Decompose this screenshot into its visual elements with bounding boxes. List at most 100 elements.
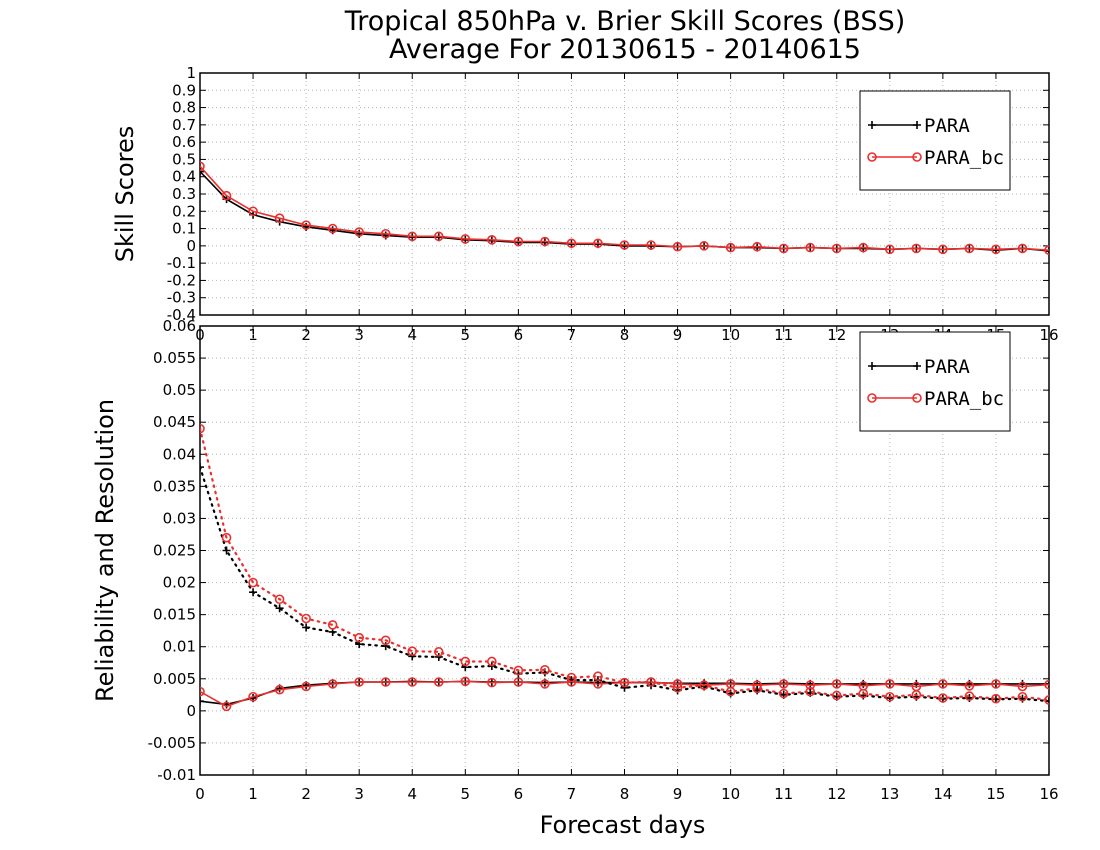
x-tick-label: 11: [774, 785, 793, 803]
x-tick-label: 4: [407, 785, 417, 803]
data-point: [593, 671, 603, 682]
data-point: [221, 532, 232, 543]
data-point: [487, 677, 497, 688]
data-point: [1017, 691, 1028, 702]
data-point: [407, 677, 418, 687]
data-point: [274, 213, 285, 223]
y-tick-label: 0.3: [172, 185, 196, 203]
data-point: [249, 588, 258, 597]
data-point: [380, 677, 391, 687]
reliability-resolution-panel: -0.01 -0.005 0 0.005 0.01 0.015 0.02 0.025 0.03 0…: [91, 317, 1059, 839]
data-point: [1044, 695, 1049, 705]
x-tick-label: 13: [880, 785, 899, 803]
data-point: [460, 656, 471, 667]
data-point: [433, 677, 444, 687]
x-tick-label: 2: [301, 785, 311, 803]
data-point: [301, 681, 311, 692]
data-point: [672, 241, 683, 252]
y-tick-label: 0: [186, 702, 196, 720]
data-point: [725, 242, 736, 253]
y-tick-label: 0.1: [172, 220, 196, 238]
data-point: [1044, 679, 1049, 690]
data-point: [778, 679, 789, 689]
y-tick-label: 0.015: [153, 606, 196, 624]
data-point: [911, 243, 922, 254]
legend-box: [859, 331, 1011, 432]
data-point: [1045, 247, 1049, 256]
legend-marker: [868, 121, 921, 129]
data-point: [699, 680, 709, 691]
data-point: [380, 228, 391, 239]
data-point: [354, 632, 364, 643]
data-point: [646, 677, 656, 687]
x-tick-label: 14: [933, 785, 952, 803]
legend-label: PARA_bc: [924, 147, 1004, 169]
data-point: [407, 646, 418, 657]
legend-label: PARA: [924, 115, 970, 137]
data-point: [434, 652, 443, 661]
legend-marker: [912, 152, 922, 162]
y-tick-label: -0.1: [167, 254, 196, 272]
data-point: [964, 691, 975, 701]
y-tick-label: 0.4: [172, 168, 196, 186]
data-point: [991, 679, 1001, 689]
data-point: [301, 613, 311, 624]
data-point: [327, 679, 338, 689]
legend-marker: [868, 362, 921, 370]
data-point: [354, 227, 364, 237]
x-tick-label: 12: [827, 785, 846, 803]
data-point: [858, 688, 869, 699]
data-point: [991, 693, 1001, 704]
data-point: [200, 686, 205, 697]
y-tick-label: 0.02: [163, 574, 196, 592]
legend-label: PARA: [924, 356, 970, 378]
y-tick-label: -0.01: [157, 766, 196, 784]
legend-marker: [867, 152, 877, 162]
data-point: [1017, 243, 1028, 254]
data-point: [540, 679, 550, 689]
x-tick-label: 15: [986, 785, 1005, 803]
y-tick-label: -0.005: [148, 734, 196, 752]
x-tick-label: 10: [721, 785, 740, 803]
data-point: [433, 647, 444, 657]
y-tick-label: 0.6: [172, 133, 196, 151]
data-point: [619, 677, 630, 688]
data-point: [805, 686, 816, 697]
series-PARA_bc-resolution: [200, 423, 1049, 705]
data-point: [274, 684, 285, 695]
data-point: [778, 243, 789, 254]
x-tick-label: 0: [195, 785, 205, 803]
data-point: [1044, 245, 1049, 255]
data-point: [964, 243, 975, 254]
data-point: [540, 665, 550, 675]
y-tick-label: 0.005: [153, 670, 196, 688]
data-point: [275, 604, 284, 613]
data-point: [354, 677, 364, 687]
data-point: [221, 190, 232, 201]
data-point: [460, 234, 471, 244]
legend-box: [859, 90, 1011, 191]
x-axis-label: Forecast days: [540, 811, 706, 839]
data-point: [619, 240, 630, 250]
data-point: [1017, 681, 1028, 692]
y-tick-label: 0.05: [163, 381, 196, 399]
data-point: [408, 652, 417, 661]
data-point: [302, 623, 311, 632]
y-tick-label: 0.8: [172, 99, 196, 117]
data-point: [540, 236, 550, 247]
data-point: [221, 701, 232, 712]
y-tick-label: 0.025: [153, 542, 196, 560]
legend-marker: [912, 393, 922, 403]
data-point: [911, 690, 922, 700]
data-point: [248, 577, 258, 588]
data-point: [513, 236, 524, 247]
data-point: [327, 620, 338, 630]
data-point: [274, 594, 285, 605]
x-tick-label: 3: [354, 785, 364, 803]
data-point: [1045, 697, 1049, 706]
data-point: [593, 238, 603, 249]
data-point: [672, 682, 683, 693]
series-PARA_bc: [200, 161, 1049, 255]
data-point: [461, 663, 470, 672]
